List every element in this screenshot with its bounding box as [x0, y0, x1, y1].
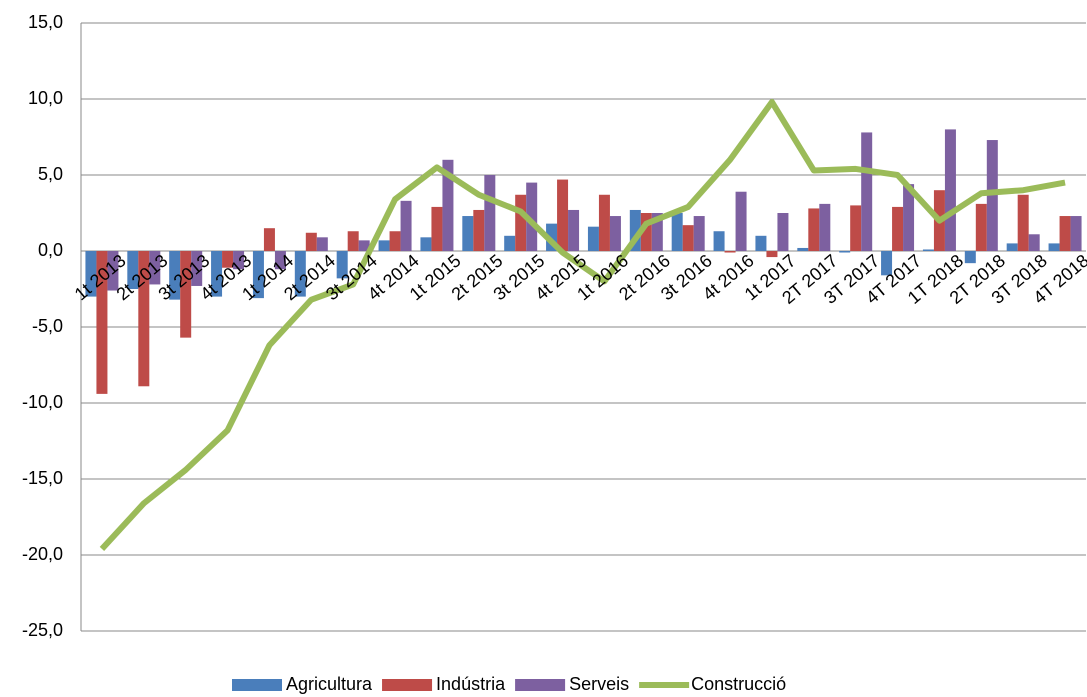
bar — [640, 213, 652, 251]
bar — [986, 140, 998, 251]
bar — [797, 247, 809, 251]
bar — [274, 251, 286, 270]
bar — [1006, 243, 1018, 251]
y-tick-label: 5,0 — [38, 164, 63, 184]
bar — [294, 251, 306, 297]
bar — [839, 251, 851, 253]
legend-label: Serveis — [569, 674, 629, 694]
bar — [546, 223, 558, 251]
bar — [975, 203, 987, 251]
bar — [138, 251, 150, 387]
y-tick-label: -10,0 — [22, 392, 63, 412]
bar — [484, 175, 496, 251]
bar — [305, 232, 317, 251]
bar — [671, 213, 683, 251]
bar — [1028, 234, 1040, 251]
bar — [713, 231, 725, 251]
bar — [861, 132, 873, 251]
bar — [400, 200, 412, 251]
bar — [169, 251, 181, 300]
bar — [808, 208, 820, 251]
bar — [881, 251, 893, 276]
y-tick-label: -15,0 — [22, 468, 63, 488]
bar — [587, 226, 599, 251]
y-tick-label: 0,0 — [38, 240, 63, 260]
legend-swatch — [382, 679, 433, 691]
bar — [1059, 216, 1071, 251]
bar — [107, 251, 119, 291]
bar — [964, 251, 976, 264]
bar — [233, 251, 245, 270]
bar — [420, 237, 432, 251]
legend-label: Agricultura — [286, 674, 373, 694]
y-tick-label: -5,0 — [32, 316, 63, 336]
y-tick-label: 15,0 — [28, 12, 63, 32]
bar — [892, 206, 904, 251]
bar — [598, 194, 610, 251]
legend-label: Indústria — [436, 674, 506, 694]
legend-swatch — [515, 679, 566, 691]
line — [99, 99, 1066, 551]
bar — [347, 231, 359, 251]
y-tick-label: 10,0 — [28, 88, 63, 108]
bar — [473, 209, 485, 251]
bar — [191, 251, 203, 286]
bar — [263, 228, 275, 251]
bar — [609, 216, 621, 251]
bar — [944, 129, 956, 251]
legend-swatch — [232, 679, 282, 691]
bar — [96, 251, 108, 394]
bar — [222, 251, 234, 268]
bar — [1017, 194, 1029, 251]
bar — [85, 251, 97, 297]
bar — [693, 216, 705, 251]
bar — [358, 240, 370, 251]
y-tick-label: -20,0 — [22, 544, 63, 564]
bar — [149, 251, 161, 285]
bar — [378, 240, 390, 251]
legend-label: Construcció — [691, 674, 786, 694]
bar — [389, 231, 401, 251]
bar — [504, 235, 516, 251]
bar — [526, 182, 538, 251]
bar — [1070, 216, 1082, 251]
bar — [568, 209, 580, 251]
bar — [735, 191, 747, 251]
bar — [127, 251, 139, 289]
bar — [316, 237, 328, 251]
bar — [1048, 243, 1060, 251]
bar — [922, 249, 934, 251]
bar — [766, 251, 778, 258]
bar — [442, 159, 454, 251]
bar — [336, 251, 348, 279]
bar — [431, 206, 443, 251]
bar — [724, 251, 736, 253]
bar — [515, 194, 527, 251]
bar — [211, 251, 223, 297]
y-tick-label: -25,0 — [22, 620, 63, 640]
bar — [462, 216, 474, 251]
bar — [557, 179, 569, 251]
bar — [629, 209, 641, 251]
bar — [850, 205, 862, 251]
bar — [651, 213, 663, 251]
bar — [180, 251, 192, 338]
bar — [903, 184, 915, 251]
bar — [755, 235, 767, 251]
bar — [819, 203, 831, 251]
bar — [777, 213, 789, 251]
bar — [252, 251, 264, 299]
bar — [682, 225, 694, 251]
